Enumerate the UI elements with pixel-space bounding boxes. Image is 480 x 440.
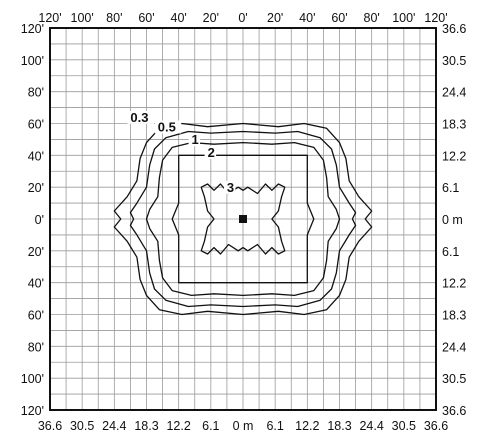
left-tick-label: 120': [21, 22, 44, 36]
bottom-tick-label: 18.3: [134, 419, 158, 433]
contour-lines: [113, 122, 373, 316]
contour-label-bg: [188, 133, 201, 147]
bottom-tick-label: 0 m: [233, 419, 254, 433]
contour-line-3: [171, 154, 315, 284]
contour-label: 0.3: [130, 110, 148, 125]
contour-line-0: [113, 122, 373, 316]
bottom-tick-label: 24.4: [102, 419, 126, 433]
contour-line-2: [145, 141, 341, 297]
bottom-tick-label: 36.6: [424, 419, 448, 433]
right-tick-label: 0 m: [442, 213, 463, 227]
right-tick-label: 12.2: [442, 149, 466, 163]
left-tick-label: 60': [28, 118, 44, 132]
axis-ticks: 120' 100' 80' 60' 40' 20' 0' 20' 40' 60' 80' 100' 12…: [21, 11, 467, 433]
top-tick-label: 40': [171, 11, 187, 25]
left-tick-label: 100': [21, 54, 44, 68]
top-tick-label: 100': [392, 11, 415, 25]
left-tick-label: 40': [28, 149, 44, 163]
right-tick-label: 6.1: [442, 181, 459, 195]
top-tick-label: 120': [424, 11, 447, 25]
contour-label-bg: [223, 180, 236, 194]
contour-label: 1: [192, 132, 199, 147]
right-tick-label: 12.2: [442, 277, 466, 291]
left-tick-label: 20': [28, 245, 44, 259]
top-tick-label: 20': [203, 11, 219, 25]
contour-label-bg: [154, 120, 182, 134]
right-tick-label: 18.3: [442, 309, 466, 323]
right-tick-label: 36.6: [442, 22, 466, 36]
contour-label-bg: [127, 110, 154, 124]
bottom-tick-label: 24.4: [359, 419, 383, 433]
left-tick-label: 120': [21, 404, 44, 418]
source-marker: [239, 215, 247, 223]
left-tick-label: 20': [28, 181, 44, 195]
bottom-tick-label: 12.2: [295, 419, 319, 433]
contour-line-1: [129, 130, 357, 308]
plot-frame: [49, 27, 437, 411]
right-tick-label: 18.3: [442, 118, 466, 132]
left-tick-label: 100': [21, 372, 44, 386]
left-tick-label: 80': [28, 340, 44, 354]
top-tick-label: 40': [299, 11, 315, 25]
contour-line-4: [200, 183, 286, 255]
contour-label: 0.5: [158, 119, 176, 134]
bottom-tick-label: 30.5: [392, 419, 416, 433]
bottom-tick-label: 6.1: [266, 419, 283, 433]
bottom-tick-label: 18.3: [327, 419, 351, 433]
bottom-tick-label: 6.1: [202, 419, 219, 433]
contour-label-bg: [204, 145, 217, 159]
contour-labels: 0.3 0.5 12 3: [127, 110, 236, 195]
left-tick-label: 40': [28, 277, 44, 291]
bottom-tick-label: 30.5: [70, 419, 94, 433]
bottom-tick-label: 12.2: [166, 419, 190, 433]
top-tick-label: 80': [364, 11, 380, 25]
contour-label: 3: [227, 180, 234, 195]
top-tick-label: 100': [71, 11, 94, 25]
top-tick-label: 60': [331, 11, 347, 25]
left-tick-label: 0': [35, 213, 44, 227]
right-tick-label: 24.4: [442, 340, 466, 354]
top-tick-label: 80': [106, 11, 122, 25]
left-tick-label: 80': [28, 86, 44, 100]
left-tick-label: 60': [28, 309, 44, 323]
top-tick-label: 20': [267, 11, 283, 25]
contour-label: 2: [208, 145, 215, 160]
right-tick-label: 24.4: [442, 86, 466, 100]
top-tick-label: 0': [238, 11, 247, 25]
right-tick-label: 6.1: [442, 245, 459, 259]
right-tick-label: 36.6: [442, 404, 466, 418]
top-tick-label: 60': [138, 11, 154, 25]
bottom-tick-label: 36.6: [38, 419, 62, 433]
right-tick-label: 30.5: [442, 372, 466, 386]
right-tick-label: 30.5: [442, 54, 466, 68]
top-tick-label: 120': [38, 11, 61, 25]
